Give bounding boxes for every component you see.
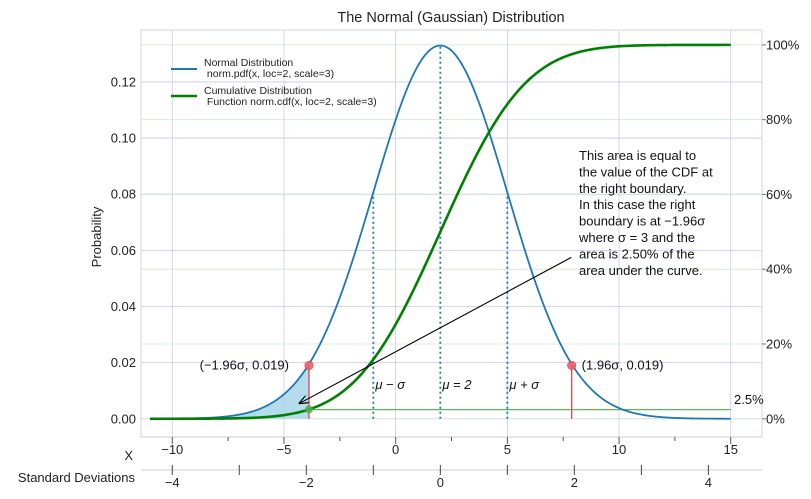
y-tick-label: 0.04 [111,299,136,314]
right-y-tick-label: 60% [766,187,792,202]
y-tick-label: 0.08 [111,187,136,202]
annotation-text-line: the right boundary. [579,181,686,196]
sigma-line-label: μ + σ [508,377,540,392]
y-axis-label: Probability [89,206,104,267]
right-y-tick-label: 100% [766,37,800,52]
sigma-line-label: μ − σ [374,377,406,392]
y-tick-label: 0.00 [111,411,136,426]
legend-text-line: norm.pdf(x, loc=2, scale=3) [204,68,334,80]
x-tick-label: −5 [277,442,292,457]
sd-tick-label: 4 [705,475,712,490]
x-tick-label: 15 [723,442,737,457]
series-line-pdf [149,44,731,420]
cdf-level-label: 2.5% [734,392,764,407]
legend-text-line: Cumulative Distribution [204,85,312,97]
right-y-tick-label: 40% [766,262,792,277]
sd-tick-label: 2 [571,475,578,490]
legend-label-pdf: Normal Distribution norm.pdf(x, loc=2, s… [204,57,334,80]
x-tick-label: 0 [392,442,399,457]
annotation-text-line: In this case the right [579,197,696,212]
sd-tick-label: −2 [299,475,314,490]
x-tick-label: −10 [161,442,183,457]
y-tick-label: 0.06 [111,243,136,258]
axes: −10 −5 0 5 10 15 −4 −2 0 2 4 0.00 0.02 0.04 0.06 0.08 0.… [111,37,800,490]
point-label-right: (1.96σ, 0.019) [582,357,664,372]
annotation-text-line: the value of the CDF at [579,164,713,179]
sd-tick-label: −4 [165,475,180,490]
sigma-line-label: μ = 2 [441,377,472,392]
cdf-point [304,405,313,414]
chart-title: The Normal (Gaussian) Distribution [337,10,564,26]
plot-area [149,43,731,421]
annotation-text-line: where σ = 3 and the [578,230,695,245]
legend-text-line: Function norm.cdf(x, loc=2, scale=3) [204,96,377,108]
right-y-tick-label: 80% [766,112,792,127]
x-tick-label: 5 [504,442,511,457]
sd-axis-label: Standard Deviations [18,470,136,485]
point-label-left: (−1.96σ, 0.019) [200,357,289,372]
right-y-tick-label: 0% [766,411,785,426]
x-axis-label: X [124,448,133,463]
sd-tick-label: 0 [437,475,444,490]
series-line-cdf [149,43,731,421]
annotation-text-line: This area is equal to [579,148,696,163]
annotation-text-line: area under the curve. [579,263,703,278]
annotations: (−1.96σ, 0.019) (1.96σ, 0.019) μ − σ μ = 2 μ… [200,148,764,407]
boundary-point [567,360,577,371]
y-tick-label: 0.02 [111,355,136,370]
legend-label-cdf: Cumulative Distribution Function norm.cd… [204,85,377,108]
y-tick-label: 0.10 [111,131,136,146]
x-tick-label: 10 [612,442,626,457]
y-tick-label: 0.12 [111,74,136,89]
boundary-point [304,360,314,371]
legend-text-line: Normal Distribution [204,57,293,69]
legend: Normal Distribution norm.pdf(x, loc=2, s… [171,57,377,108]
annotation-arrow [300,256,572,403]
annotation-text-line: area is 2.50% of the [579,246,695,261]
right-y-tick-label: 20% [766,336,792,351]
grid [141,30,762,437]
annotation-text-line: boundary is at −1.96σ [579,214,705,229]
